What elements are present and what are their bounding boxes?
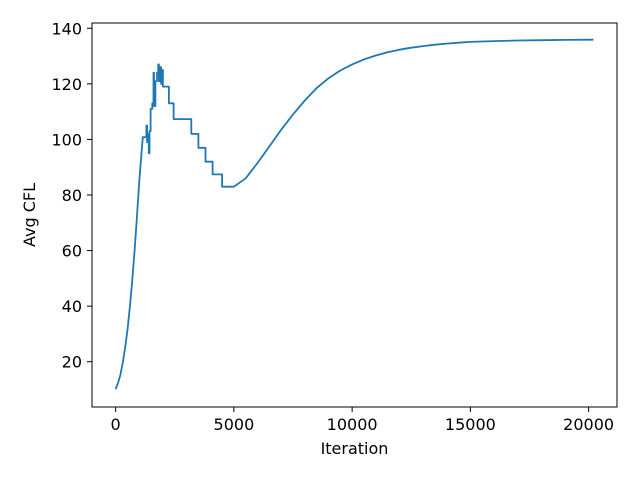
y-tick-label: 40 [62, 297, 82, 316]
x-tick-label: 0 [111, 415, 121, 434]
axis-ticks: 0 5000 10000 15000 20000 20 40 60 80 100 120 140 [51, 19, 614, 434]
x-tick-label: 10000 [327, 415, 378, 434]
series-line-0 [114, 38, 594, 390]
y-axis-label: Avg CFL [20, 183, 39, 247]
x-tick-label: 15000 [445, 415, 496, 434]
plot-frame [91, 22, 618, 408]
y-tick-label: 100 [51, 130, 82, 149]
y-tick-label: 140 [51, 19, 82, 38]
x-tick-label: 5000 [214, 415, 255, 434]
y-tick-label: 80 [62, 186, 82, 205]
plot-area [114, 38, 594, 390]
y-tick-label: 120 [51, 75, 82, 94]
x-axis-label: Iteration [321, 439, 389, 458]
x-tick-label: 20000 [563, 415, 614, 434]
y-tick-label: 60 [62, 242, 82, 261]
y-tick-label: 20 [62, 353, 82, 372]
